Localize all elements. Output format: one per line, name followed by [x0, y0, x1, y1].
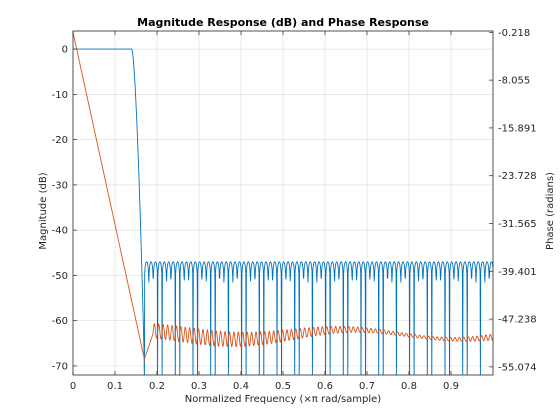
- x-tick-label: 0.1: [107, 381, 123, 392]
- y-left-tick-label: -30: [52, 180, 68, 191]
- x-tick-label: 0: [70, 381, 76, 392]
- y-right-tick-label: -0.218: [498, 28, 530, 39]
- phase-series: [73, 32, 493, 361]
- chart-title: Magnitude Response (dB) and Phase Respon…: [137, 16, 429, 29]
- y-right-tick-label: -31.565: [498, 219, 537, 230]
- y-right-tick-label: -15.891: [498, 123, 537, 134]
- x-axis-label: Normalized Frequency (×π rad/sample): [185, 394, 382, 405]
- y-left-tick-label: -50: [52, 271, 68, 282]
- x-tick-label: 0.8: [401, 381, 417, 392]
- y-right-tick-label: -47.238: [498, 315, 537, 326]
- x-tick-label: 0.5: [275, 381, 291, 392]
- x-tick-label: 0.4: [233, 381, 249, 392]
- ticks: [72, 31, 493, 375]
- y-left-tick-label: -40: [52, 226, 68, 237]
- y-left-tick-label: -10: [52, 90, 68, 101]
- y-axis-left-label: Magnitude (dB): [38, 172, 49, 249]
- x-tick-label: 0.3: [191, 381, 207, 392]
- y-left-tick-label: -70: [52, 361, 68, 372]
- y-right-tick-label: -23.728: [498, 171, 537, 182]
- y-left-tick-label: -20: [52, 135, 68, 146]
- x-tick-label: 0.2: [149, 381, 165, 392]
- y-right-tick-label: -39.401: [498, 267, 537, 278]
- y-right-tick-label: -55.074: [498, 362, 537, 373]
- grid: [73, 31, 493, 375]
- x-tick-label: 0.7: [359, 381, 375, 392]
- tick-labels: 0 0.1 0.2 0.3 0.4 0.5 0.6 0.7 0.8 0.9 0 -10 -20 -30 -4…: [52, 28, 537, 392]
- x-tick-label: 0.9: [443, 381, 459, 392]
- x-tick-label: 0.6: [317, 381, 333, 392]
- y-right-tick-label: -8.055: [498, 76, 530, 87]
- magnitude-series: [73, 48, 493, 375]
- y-left-tick-label: -60: [52, 316, 68, 327]
- y-left-tick-label: 0: [62, 45, 68, 56]
- y-axis-right-label: Phase (radians): [545, 172, 556, 250]
